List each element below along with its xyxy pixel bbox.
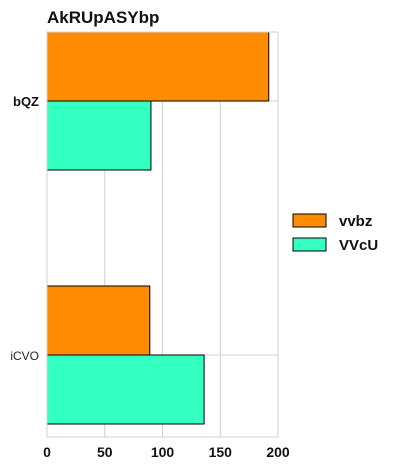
- bar-vvbz-bQZ: [46, 31, 270, 102]
- x-tick-label-2: 100: [151, 444, 175, 460]
- legend-swatch-VVcU: [292, 237, 327, 252]
- category-label-bQZ: bQZ: [13, 94, 39, 109]
- x-tick-label-0: 0: [43, 444, 51, 460]
- x-tick-label-1: 50: [97, 444, 113, 460]
- y-axis-categories: bQZ iCVO: [10, 94, 39, 363]
- x-tick-label-4: 200: [266, 444, 290, 460]
- plot-frame: [46, 31, 279, 438]
- bar-vvbz-iCVO: [46, 285, 151, 356]
- legend: vvbz VVcU: [292, 213, 378, 254]
- legend-label-VVcU: VVcU: [339, 237, 378, 254]
- category-label-iCVO: iCVO: [10, 349, 39, 363]
- x-axis-ticks: 0 50 100 150 200: [43, 444, 290, 460]
- legend-label-vvbz: vvbz: [339, 213, 372, 230]
- x-tick-label-3: 150: [209, 444, 233, 460]
- chart-title: AkRUpASYbp: [47, 8, 159, 27]
- legend-swatch-vvbz: [292, 213, 327, 228]
- bars: [46, 31, 270, 425]
- bar-VVcU-bQZ: [46, 100, 152, 171]
- bar-VVcU-iCVO: [46, 354, 205, 425]
